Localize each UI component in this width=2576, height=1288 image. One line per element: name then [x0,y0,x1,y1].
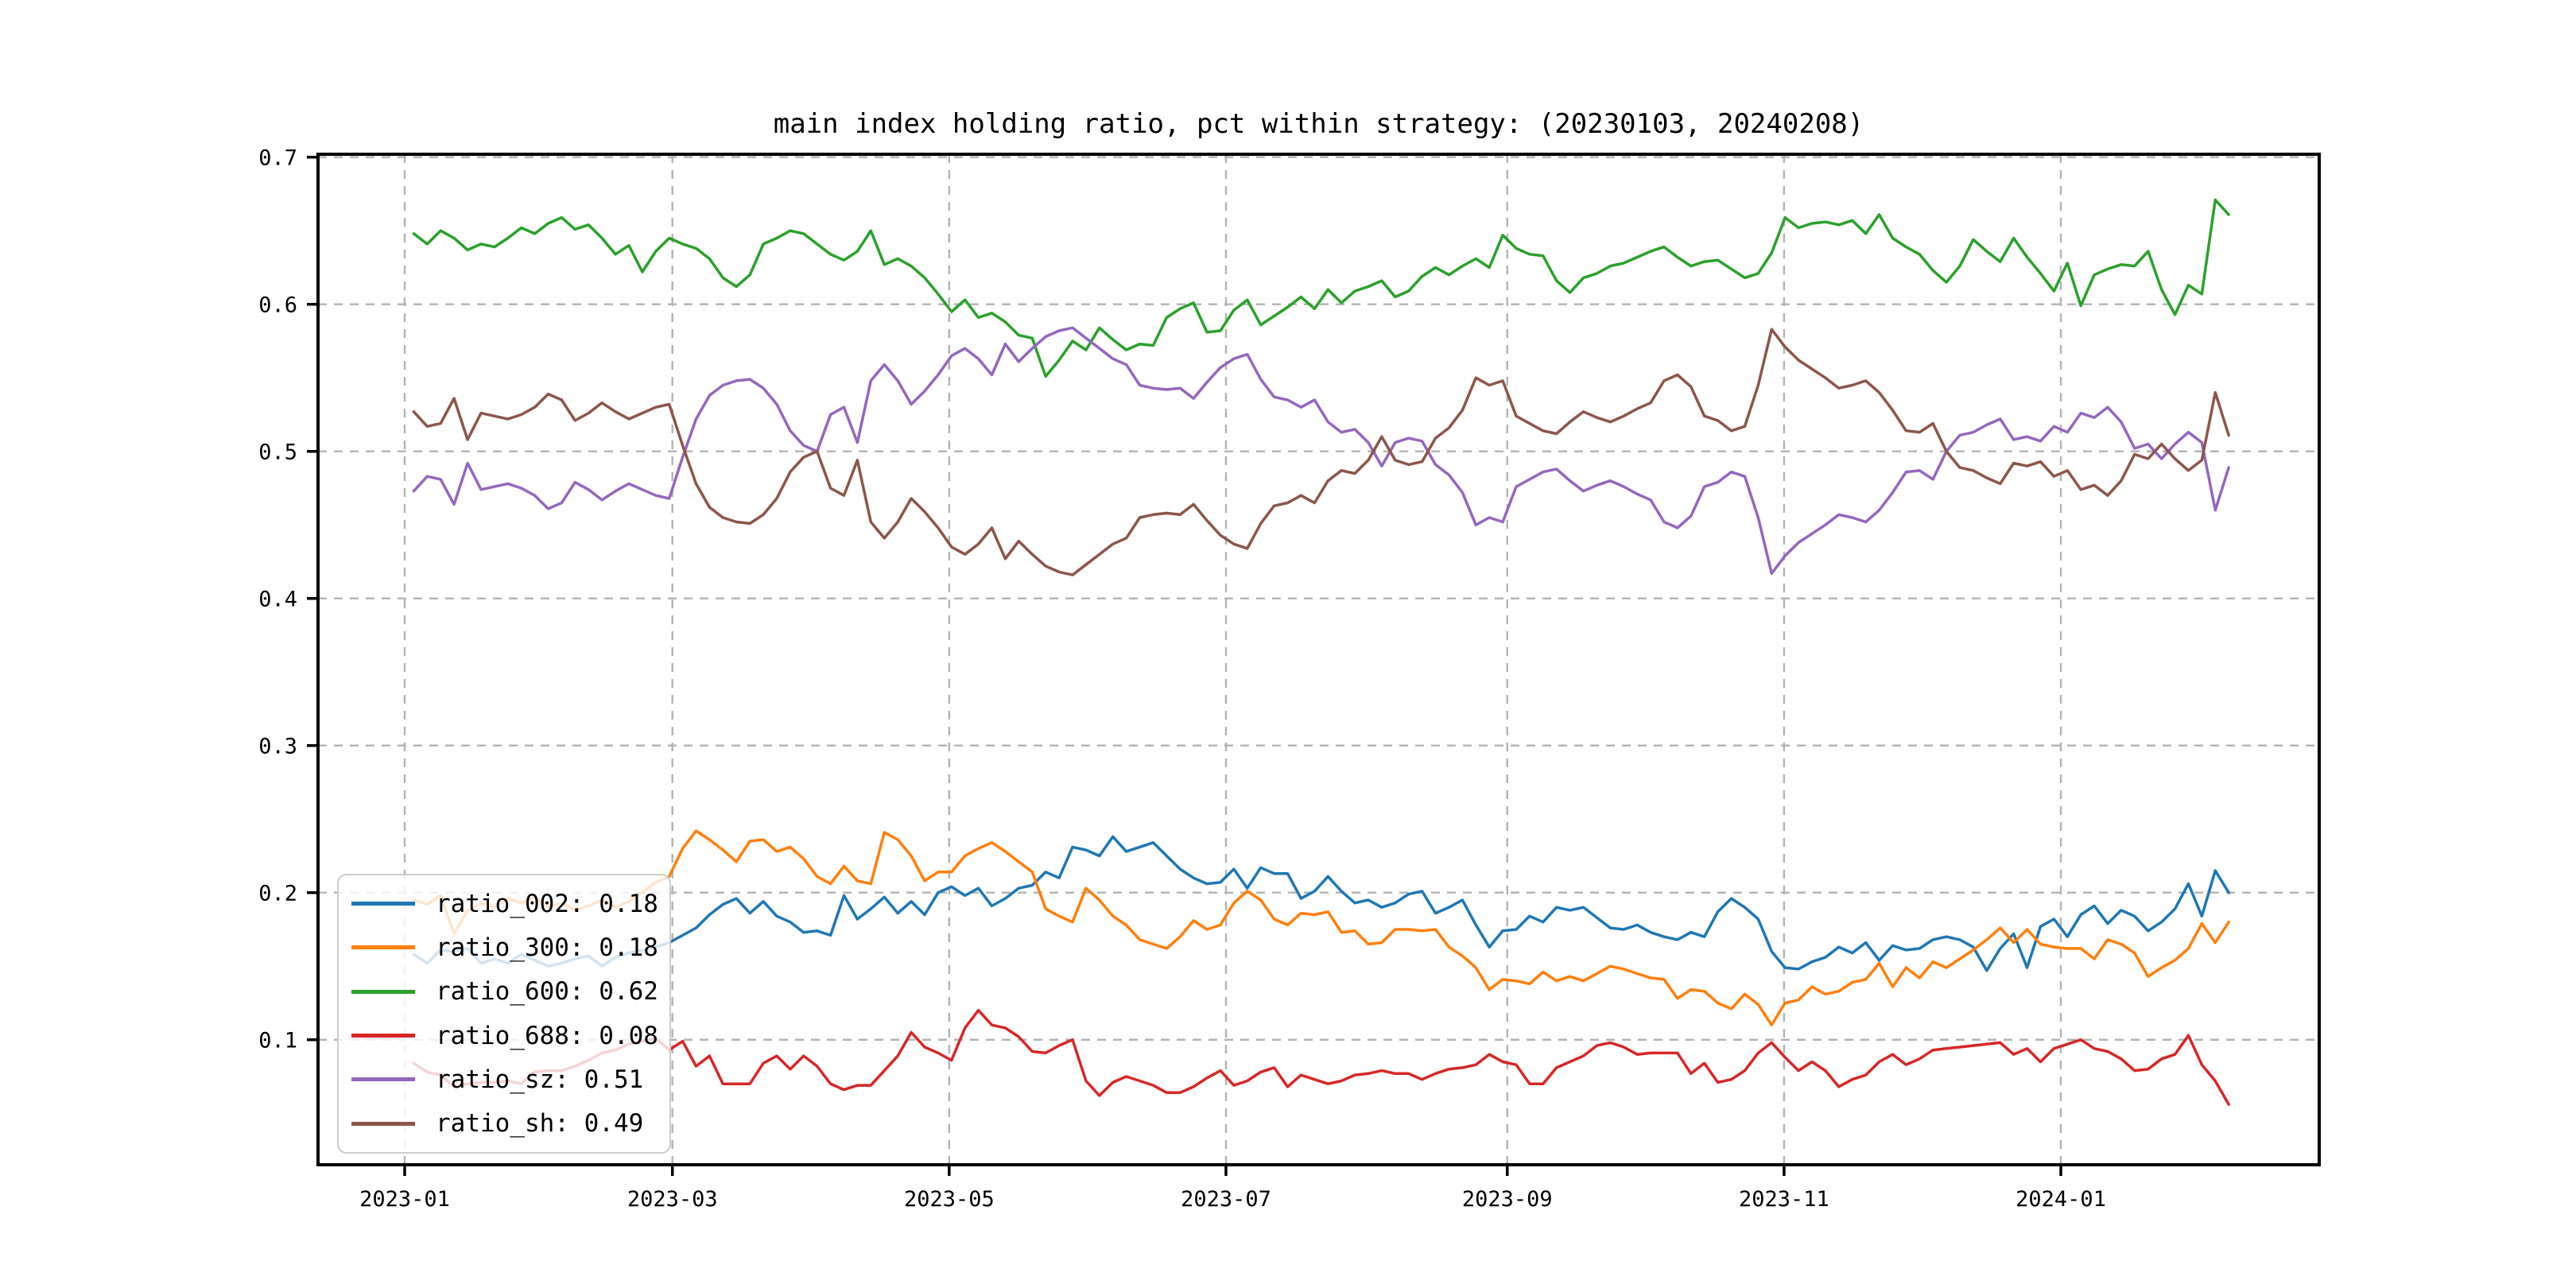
x-tick-label: 2023-01 [359,1187,450,1212]
y-tick-label: 0.2 [258,882,297,906]
y-tick-label: 0.3 [258,735,297,759]
x-tick-label: 2023-07 [1181,1187,1271,1212]
legend-swatch-ratio-sz [351,1077,415,1082]
x-tick-label: 2023-11 [1739,1187,1829,1212]
x-tick-label: 2023-03 [627,1187,718,1212]
legend-swatch-ratio-300 [351,945,415,950]
plot-border [316,153,2321,1166]
legend-swatch-ratio-688 [351,1034,415,1038]
legend-label-ratio-002: ratio_002: 0.18 [436,889,658,918]
y-tick-label: 0.5 [258,440,297,465]
y-tick-label: 0.1 [258,1029,297,1053]
x-tick-label: 2023-05 [904,1187,995,1212]
legend-item-ratio-sz: ratio_sz: 0.51 [351,1065,661,1094]
series-line-ratio_300 [412,829,2230,1026]
series-line-ratio_688 [412,1008,2230,1106]
legend-label-ratio-sh: ratio_sh: 0.49 [436,1109,644,1139]
legend-label-ratio-sz: ratio_sz: 0.51 [436,1065,644,1094]
x-tick-label: 2024-01 [2015,1187,2106,1212]
legend-swatch-ratio-600 [351,989,415,994]
series-line-ratio_sh [412,328,2230,576]
series-line-ratio_002 [412,835,2230,972]
legend-item-ratio-688: ratio_688: 0.08 [351,1022,661,1050]
legend-swatch-ratio-002 [351,902,415,906]
x-tick-label: 2023-09 [1462,1187,1553,1212]
y-tick-label: 0.7 [258,146,297,171]
legend: ratio_002: 0.18 ratio_300: 0.18 ratio_60… [337,874,671,1154]
legend-label-ratio-600: ratio_600: 0.62 [436,977,658,1007]
legend-item-ratio-300: ratio_300: 0.18 [351,933,661,962]
legend-label-ratio-300: ratio_300: 0.18 [436,933,658,962]
series-line-ratio_sz [412,326,2230,576]
chart-title: main index holding ratio, pct within str… [773,108,1864,140]
legend-label-ratio-688: ratio_688: 0.08 [436,1021,658,1050]
legend-swatch-ratio-sh [351,1121,415,1126]
legend-item-ratio-002: ratio_002: 0.18 [351,890,661,918]
legend-item-ratio-600: ratio_600: 0.62 [351,977,661,1006]
series-line-ratio_600 [412,198,2230,378]
y-tick-label: 0.4 [258,588,297,612]
legend-item-ratio-sh: ratio_sh: 0.49 [351,1109,661,1138]
y-tick-label: 0.6 [258,293,297,318]
